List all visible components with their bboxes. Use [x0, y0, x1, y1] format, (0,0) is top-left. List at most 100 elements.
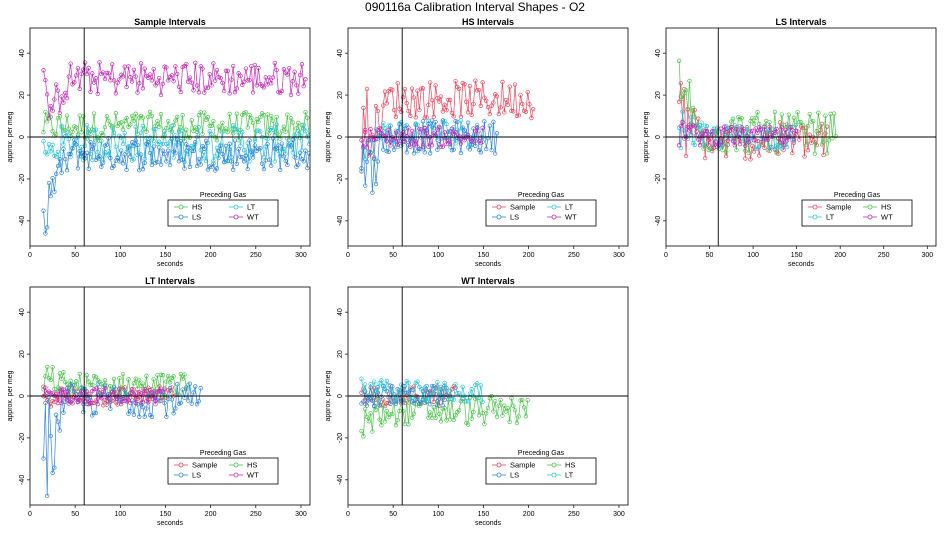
- data-point-wt: [301, 84, 306, 89]
- data-point-wt: [288, 92, 294, 97]
- data-point-ls: [137, 414, 142, 419]
- legend-entry-hs: HS: [247, 461, 257, 470]
- data-point-wt: [388, 143, 393, 148]
- data-point-wt: [166, 78, 171, 83]
- data-point-hs: [41, 130, 46, 135]
- data-point-hs: [821, 139, 826, 144]
- data-point-lt: [122, 130, 127, 136]
- data-point-hs: [285, 112, 290, 117]
- data-point-ls: [180, 157, 185, 162]
- data-point-lt: [198, 148, 203, 153]
- data-point-wt: [296, 91, 301, 96]
- data-point-hs: [502, 403, 507, 408]
- data-point-sample: [518, 92, 523, 98]
- data-point-ls: [223, 143, 229, 149]
- data-point-wt: [202, 90, 207, 95]
- data-point-ls: [124, 167, 129, 172]
- data-point-wt: [227, 91, 232, 96]
- x-tick-label: 200: [523, 511, 535, 518]
- data-point-wt: [710, 128, 715, 134]
- data-point-sample: [476, 87, 482, 93]
- data-point-hs: [258, 114, 263, 120]
- legend-swatch-marker: [812, 204, 818, 210]
- series-line-wt: [43, 62, 306, 119]
- data-point-sample: [500, 79, 505, 85]
- data-point-lt: [306, 141, 310, 147]
- data-point-lt: [400, 389, 406, 394]
- data-point-hs: [364, 414, 370, 420]
- data-point-hs: [59, 376, 64, 381]
- data-point-ls: [372, 156, 377, 162]
- chart-panel-2: HS Intervals 0 50 100 150 200 250 300 -40 -20 0 20 4…: [325, 17, 629, 268]
- data-point-lt: [270, 127, 276, 133]
- data-point-lt: [171, 155, 176, 160]
- data-point-lt: [64, 130, 70, 135]
- data-point-sample: [402, 86, 408, 92]
- data-point-hs: [303, 109, 308, 115]
- data-point-lt: [261, 154, 267, 160]
- legend-title: Preceding Gas: [518, 450, 565, 457]
- data-point-ls: [189, 148, 194, 153]
- legend-entry-wt: WT: [247, 471, 259, 480]
- data-point-ls: [203, 138, 209, 143]
- data-point-ls: [45, 225, 50, 230]
- data-point-ls: [216, 149, 221, 154]
- x-axis-label: seconds: [788, 261, 815, 268]
- data-point-sample: [417, 107, 422, 113]
- x-tick-label: 250: [878, 252, 890, 259]
- data-point-ls: [283, 158, 288, 164]
- legend-title: Preceding Gas: [200, 450, 247, 457]
- data-point-hs: [465, 422, 471, 427]
- data-point-hs: [800, 122, 805, 128]
- data-point-ls: [397, 122, 402, 127]
- data-point-ls: [77, 148, 82, 154]
- legend-swatch-marker: [178, 472, 184, 478]
- data-point-wt: [54, 82, 59, 87]
- data-point-wt: [723, 129, 729, 135]
- data-point-lt: [93, 127, 99, 132]
- data-point-wt: [149, 78, 155, 83]
- panel-title: LS Intervals: [775, 17, 826, 27]
- data-point-wt: [61, 100, 66, 105]
- data-point-hs: [505, 405, 511, 411]
- data-point-ls: [292, 154, 297, 160]
- data-point-wt: [368, 127, 373, 132]
- data-point-sample: [375, 108, 380, 114]
- data-point-sample: [812, 139, 818, 145]
- data-point-hs: [437, 411, 442, 417]
- data-point-wt: [91, 386, 97, 392]
- data-point-hs: [485, 405, 491, 411]
- data-point-lt: [779, 146, 784, 151]
- data-point-wt: [48, 390, 53, 396]
- data-point-wt: [287, 65, 292, 71]
- data-point-hs: [786, 112, 791, 117]
- data-point-wt: [400, 130, 406, 135]
- data-point-hs: [812, 151, 818, 156]
- data-point-hs: [409, 415, 415, 420]
- data-point-hs: [797, 120, 802, 125]
- data-point-wt: [138, 391, 144, 396]
- data-point-lt: [241, 148, 247, 153]
- data-point-wt: [104, 70, 109, 76]
- data-point-lt: [453, 141, 458, 146]
- plot-frame: [347, 286, 629, 506]
- data-point-sample: [502, 110, 507, 115]
- data-point-lt: [764, 128, 769, 133]
- data-point-wt: [758, 127, 764, 132]
- data-point-hs: [140, 115, 146, 120]
- data-point-ls: [205, 167, 211, 172]
- data-point-wt: [393, 130, 399, 135]
- data-point-hs: [113, 111, 118, 116]
- data-point-lt: [45, 152, 50, 157]
- plot-area: [359, 376, 530, 439]
- y-tick-label: -20: [19, 433, 26, 443]
- data-point-wt: [43, 77, 48, 83]
- data-point-ls: [194, 163, 200, 169]
- data-point-ls: [86, 166, 91, 171]
- data-point-ls: [455, 119, 460, 124]
- data-point-hs: [140, 381, 146, 386]
- data-point-hs: [79, 130, 84, 135]
- data-point-sample: [433, 83, 438, 88]
- data-point-ls: [366, 149, 371, 154]
- data-point-ls: [493, 151, 498, 156]
